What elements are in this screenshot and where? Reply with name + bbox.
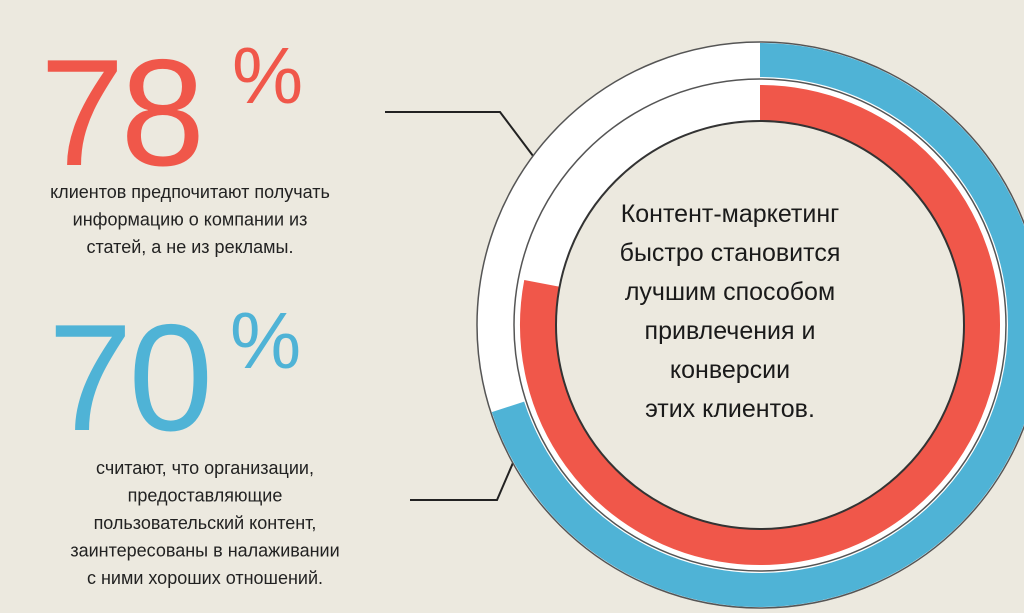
stat-description: предоставляющие xyxy=(128,486,283,506)
stat-description: статей, а не из рекламы. xyxy=(87,237,294,257)
stat-value: 70 xyxy=(48,293,209,463)
center-text: быстро становится xyxy=(620,239,841,267)
ring-arc xyxy=(491,43,1024,607)
center-text: лучшим способом xyxy=(625,278,835,306)
stat-description: клиентов предпочитают получать xyxy=(50,182,330,202)
center-text: Контент-маркетинг xyxy=(621,200,840,228)
stat-description: заинтересованы в налаживании xyxy=(70,541,339,561)
ring-arc xyxy=(520,85,1000,565)
stat-value: 78 xyxy=(40,28,201,198)
stat-unit: % xyxy=(232,31,303,120)
center-text: привлечения и xyxy=(645,317,816,345)
center-text: конверсии xyxy=(670,356,790,384)
stat-description: информацию о компании из xyxy=(73,210,308,230)
stat-description: считают, что организации, xyxy=(96,458,314,478)
stat-description: пользовательский контент, xyxy=(94,513,317,533)
center-disc xyxy=(555,120,965,530)
stat-description: с ними хороших отношений. xyxy=(87,568,323,588)
stat-unit: % xyxy=(230,296,301,385)
center-text: этих клиентов. xyxy=(645,395,815,423)
